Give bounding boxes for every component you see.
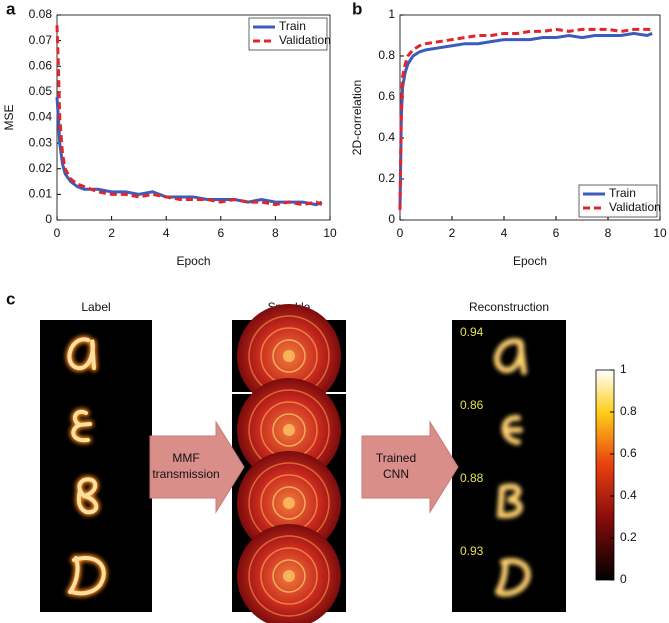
score: 0.86 [460, 398, 484, 412]
y-tick-label: 0.02 [29, 161, 53, 175]
score: 0.88 [460, 471, 484, 485]
panel-label: a [6, 0, 16, 18]
y-axis-label: 2D-correlation [350, 80, 364, 155]
panel-label: b [352, 0, 362, 18]
x-axis-label: Epoch [513, 254, 547, 268]
x-tick-label: 6 [553, 226, 560, 240]
arrow-label: MMF [172, 451, 199, 465]
arrow: Trained CNN [361, 420, 459, 514]
x-tick-label: 4 [163, 226, 170, 240]
x-tick-label: 0 [397, 226, 404, 240]
colorbar-tick-label: 0.4 [620, 488, 637, 502]
x-tick-label: 6 [217, 226, 224, 240]
y-tick-label: 0 [45, 212, 52, 226]
series-line [55, 25, 323, 207]
x-axis-label: Epoch [176, 254, 210, 268]
x-tick-label: 10 [653, 226, 667, 240]
y-tick-label: 0.03 [29, 135, 53, 149]
y-tick-label: 0 [388, 212, 395, 226]
y-tick-label: 1 [388, 7, 395, 21]
colorbar-tick-label: 0.2 [620, 530, 637, 544]
arrow-label: transmission [152, 467, 219, 481]
x-tick-label: 10 [323, 226, 337, 240]
y-tick-label: 0.05 [29, 84, 53, 98]
colorbar-tick-label: 0.6 [620, 446, 637, 460]
x-tick-label: 8 [272, 226, 279, 240]
column-title: Reconstruction [469, 300, 549, 314]
reconstruction-images: 0.94 0.86 0.88 0.93 [452, 320, 566, 612]
legend-label: Validation [609, 200, 661, 214]
y-tick-label: 0.04 [29, 110, 53, 124]
score: 0.94 [460, 325, 484, 339]
colorbar-tick-label: 0.8 [620, 404, 637, 418]
column-title: Label [81, 300, 110, 314]
arrow: MMF transmission [149, 420, 245, 514]
y-tick-label: 0.6 [378, 89, 395, 103]
y-tick-label: 0.06 [29, 58, 53, 72]
colorbar-tick-label: 1 [620, 362, 627, 376]
score: 0.93 [460, 544, 484, 558]
y-axis-label: MSE [2, 104, 16, 130]
legend [578, 184, 658, 218]
y-tick-label: 0.07 [29, 33, 53, 47]
legend-label: Validation [279, 33, 331, 47]
y-tick-label: 0.4 [378, 130, 395, 144]
legend [248, 17, 328, 51]
y-tick-label: 0.2 [378, 171, 395, 185]
y-tick-label: 0.08 [29, 7, 53, 21]
y-tick-label: 0.8 [378, 48, 395, 62]
colorbar-tick-label: 0 [620, 572, 627, 586]
label-images [40, 320, 152, 612]
colorbar [595, 369, 615, 581]
series-line [398, 27, 653, 210]
x-tick-label: 8 [605, 226, 612, 240]
panel-label: c [6, 289, 15, 308]
x-tick-label: 4 [501, 226, 508, 240]
y-tick-label: 0.01 [29, 187, 53, 201]
legend-label: Train [609, 186, 636, 200]
x-tick-label: 2 [449, 226, 456, 240]
arrow-label: Trained [376, 451, 416, 465]
speckle-images [232, 303, 346, 623]
x-tick-label: 0 [54, 226, 61, 240]
series-line [398, 31, 653, 210]
arrow-label: CNN [383, 467, 409, 481]
x-tick-label: 2 [108, 226, 115, 240]
legend-label: Train [279, 19, 306, 33]
